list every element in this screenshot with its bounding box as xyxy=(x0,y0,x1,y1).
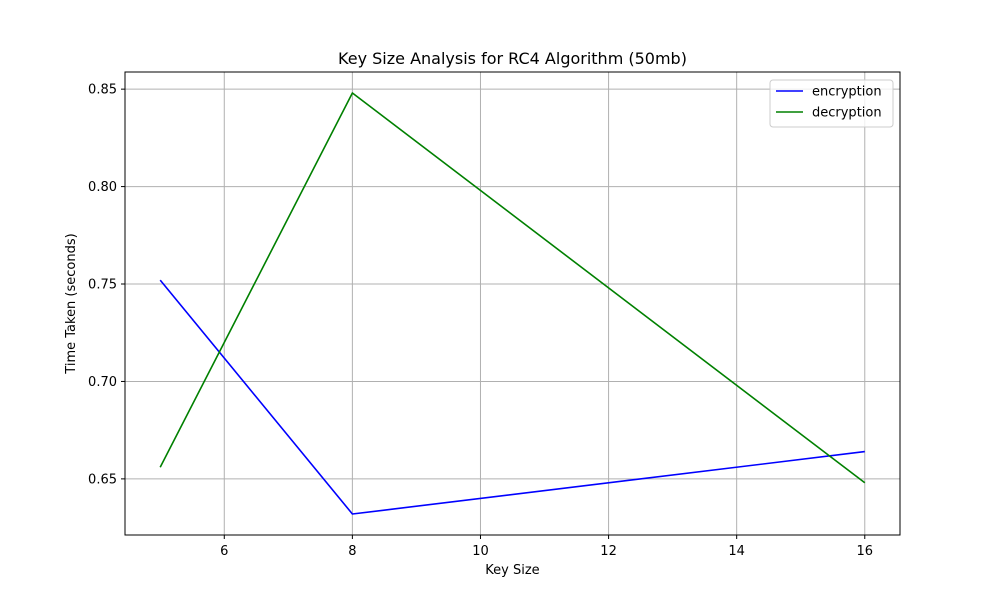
series-line-decryption xyxy=(159,92,866,484)
x-tick-label: 16 xyxy=(856,544,873,559)
x-tick-label: 8 xyxy=(348,544,356,559)
y-tick-label: 0.75 xyxy=(88,278,117,293)
y-tick-label: 0.70 xyxy=(88,375,117,390)
x-axis-ticks: 6 8 10 12 14 16 xyxy=(220,535,873,559)
legend-label-encryption: encryption xyxy=(812,85,882,100)
x-axis-label: Key Size xyxy=(485,563,539,578)
y-tick-label: 0.80 xyxy=(88,180,117,195)
y-tick-label: 0.65 xyxy=(88,472,117,487)
y-axis-ticks: 0.65 0.70 0.75 0.80 0.85 xyxy=(88,83,125,487)
x-tick-label: 10 xyxy=(472,544,489,559)
plot-frame xyxy=(124,71,901,536)
y-tick-label: 0.85 xyxy=(88,83,117,98)
series-lines xyxy=(159,92,866,515)
legend-label-decryption: decryption xyxy=(812,106,882,121)
chart-title: Key Size Analysis for RC4 Algorithm (50m… xyxy=(338,49,687,68)
y-axis-label: Time Taken (seconds) xyxy=(64,233,79,374)
legend: encryption decryption xyxy=(769,79,894,128)
grid xyxy=(125,72,900,535)
series-line-encryption xyxy=(159,279,865,515)
x-tick-label: 6 xyxy=(220,544,228,559)
x-tick-label: 14 xyxy=(728,544,745,559)
x-tick-label: 12 xyxy=(600,544,617,559)
